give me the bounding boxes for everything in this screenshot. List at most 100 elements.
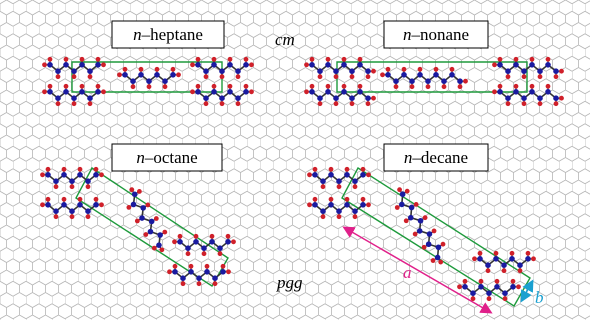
molecule-label: n–decane xyxy=(404,148,468,167)
carbon xyxy=(385,72,391,78)
hydrogen xyxy=(129,187,134,192)
hydrogen xyxy=(405,189,410,194)
hydrogen xyxy=(135,219,140,224)
carbon xyxy=(195,62,201,68)
hydrogen xyxy=(526,251,531,256)
hydrogen xyxy=(226,234,231,239)
hydrogen xyxy=(304,89,309,94)
molecule-label: n–octane xyxy=(136,148,197,167)
carbon xyxy=(180,275,186,281)
carbon xyxy=(138,72,144,78)
hydrogen xyxy=(538,74,543,79)
carbon xyxy=(209,239,215,245)
hydrogen xyxy=(326,84,331,89)
hydrogen xyxy=(212,84,217,89)
hydrogen xyxy=(137,189,142,194)
hydrogen xyxy=(498,84,503,89)
carbon xyxy=(131,202,137,208)
hydrogen xyxy=(307,202,312,207)
hydrogen xyxy=(213,281,218,286)
carbon xyxy=(360,202,366,208)
hydrogen xyxy=(228,57,233,62)
hydrogen xyxy=(334,74,339,79)
carbon xyxy=(85,178,91,184)
carbon xyxy=(154,72,160,78)
hydrogen xyxy=(307,172,312,177)
carbon xyxy=(219,68,225,74)
hydrogen xyxy=(231,239,236,244)
hydrogen xyxy=(62,197,67,202)
carbon xyxy=(341,89,347,95)
carbon xyxy=(203,95,209,101)
hydrogen xyxy=(457,284,462,289)
hydrogen xyxy=(48,84,53,89)
carbon xyxy=(436,244,442,250)
label-prefix: n xyxy=(136,148,145,167)
hydrogen xyxy=(205,264,210,269)
hydrogen xyxy=(559,69,564,74)
carbon xyxy=(325,89,331,95)
hydrogen xyxy=(48,57,53,62)
hydrogen xyxy=(40,202,45,207)
hydrogen xyxy=(413,232,418,237)
hydrogen xyxy=(56,101,61,106)
hydrogen xyxy=(155,67,160,72)
carbon xyxy=(417,72,423,78)
carbon xyxy=(53,208,59,214)
carbon xyxy=(132,192,138,198)
carbon xyxy=(341,62,347,68)
hydrogen xyxy=(96,57,101,62)
carbon xyxy=(157,232,163,238)
hydrogen xyxy=(172,239,177,244)
hydrogen xyxy=(147,84,152,89)
hydrogen xyxy=(530,57,535,62)
hydrogen xyxy=(438,260,443,265)
hydrogen xyxy=(152,246,157,251)
hydrogen xyxy=(78,167,83,172)
hydrogen xyxy=(139,67,144,72)
hydrogen xyxy=(380,72,385,77)
hydrogen xyxy=(492,89,497,94)
carbon xyxy=(139,215,145,221)
hydrogen xyxy=(194,234,199,239)
carbon xyxy=(195,89,201,95)
hydrogen xyxy=(70,184,75,189)
hydrogen xyxy=(494,251,499,256)
carbon xyxy=(309,89,315,95)
hydrogen xyxy=(159,247,164,252)
carbon xyxy=(148,229,154,235)
carbon xyxy=(357,62,363,68)
carbon xyxy=(193,239,199,245)
carbon xyxy=(553,95,559,101)
hydrogen xyxy=(190,89,195,94)
hydrogen xyxy=(154,216,159,221)
carbon xyxy=(427,231,433,237)
hydrogen xyxy=(123,67,128,72)
carbon xyxy=(401,72,407,78)
hydrogen xyxy=(345,167,350,172)
hydrogen xyxy=(101,89,106,94)
hydrogen xyxy=(145,203,150,208)
carbon xyxy=(417,228,423,234)
hydrogen xyxy=(334,101,339,106)
hydrogen xyxy=(337,214,342,219)
label-box: n–octane xyxy=(112,144,222,171)
carbon xyxy=(225,239,231,245)
carbon xyxy=(505,68,511,74)
carbon xyxy=(87,95,93,101)
carbon xyxy=(529,62,535,68)
carbon xyxy=(203,68,209,74)
hydrogen xyxy=(313,197,318,202)
hydrogen xyxy=(126,205,131,210)
hydrogen xyxy=(42,62,47,67)
carbon xyxy=(537,95,543,101)
carbon xyxy=(93,172,99,178)
hydrogen xyxy=(361,167,366,172)
carbon xyxy=(146,78,152,84)
hydrogen xyxy=(395,205,400,210)
carbon xyxy=(45,172,51,178)
carbon xyxy=(433,72,439,78)
carbon xyxy=(217,245,223,251)
hydrogen xyxy=(86,214,91,219)
hydrogen xyxy=(479,279,484,284)
